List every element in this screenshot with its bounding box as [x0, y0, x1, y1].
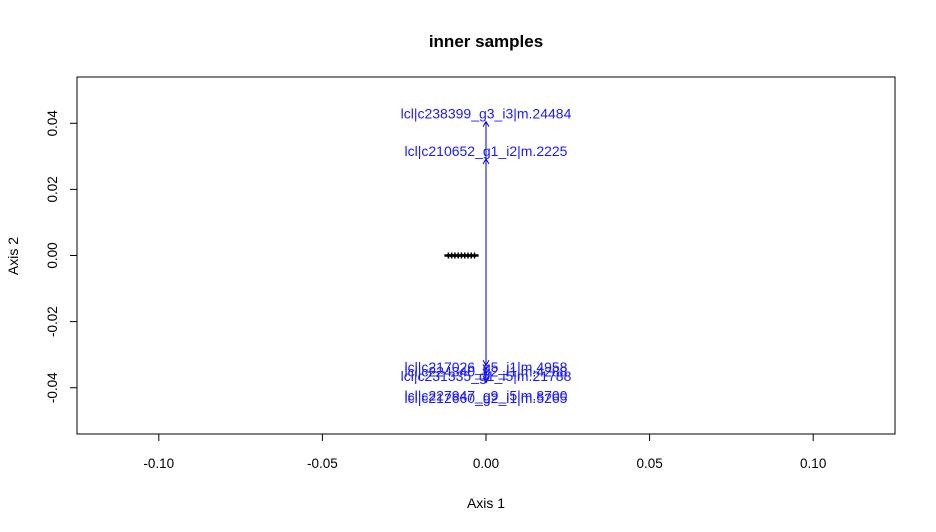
arrow-head — [482, 377, 490, 384]
x-tick-label: 0.00 — [473, 456, 499, 471]
arrow-head — [482, 158, 490, 165]
variable-label: lcl|c217026_g5_i1|m.4958 — [405, 359, 568, 375]
x-tick-label: 0.05 — [636, 456, 662, 471]
chart-title: inner samples — [429, 32, 543, 51]
variable-label: lcl|c238399_g3_i3|m.24484 — [401, 106, 572, 122]
x-tick-label: -0.05 — [307, 456, 338, 471]
variable-label: lcl|c231335_g1_i5|m.21788 — [401, 368, 572, 384]
y-tick-label: -0.02 — [45, 306, 60, 337]
y-tick-label: -0.04 — [45, 372, 60, 403]
y-axis: -0.04 -0.02 0.00 0.02 0.04 — [45, 110, 78, 403]
x-tick-label: -0.10 — [143, 456, 174, 471]
variable-arrows — [482, 120, 490, 384]
sample-point — [470, 252, 479, 259]
variable-label: lcl|c227947_g9_i5|m.8700 — [405, 387, 568, 403]
variable-labels: lcl|c238399_g3_i3|m.24484 lcl|c210652_g1_… — [401, 106, 572, 406]
y-tick-label: 0.04 — [45, 110, 60, 137]
x-tick-label: 0.10 — [800, 456, 826, 471]
sample-points — [444, 252, 479, 259]
arrow-head — [482, 120, 490, 127]
variable-arrow — [482, 255, 490, 384]
variable-arrow — [482, 158, 490, 256]
variable-label: lcl|c224340_g2_i1|m.4288 — [405, 364, 568, 380]
y-tick-label: 0.02 — [45, 176, 60, 202]
y-axis-label: Axis 2 — [5, 237, 21, 275]
y-tick-label: 0.00 — [45, 242, 60, 268]
x-axis: -0.10 -0.05 0.00 0.05 0.10 — [143, 433, 826, 471]
variable-label: lcl|c212660_g2_i1|m.5265 — [405, 390, 568, 406]
x-axis-label: Axis 1 — [467, 495, 505, 511]
variable-label: lcl|c210652_g1_i2|m.2225 — [405, 143, 568, 159]
